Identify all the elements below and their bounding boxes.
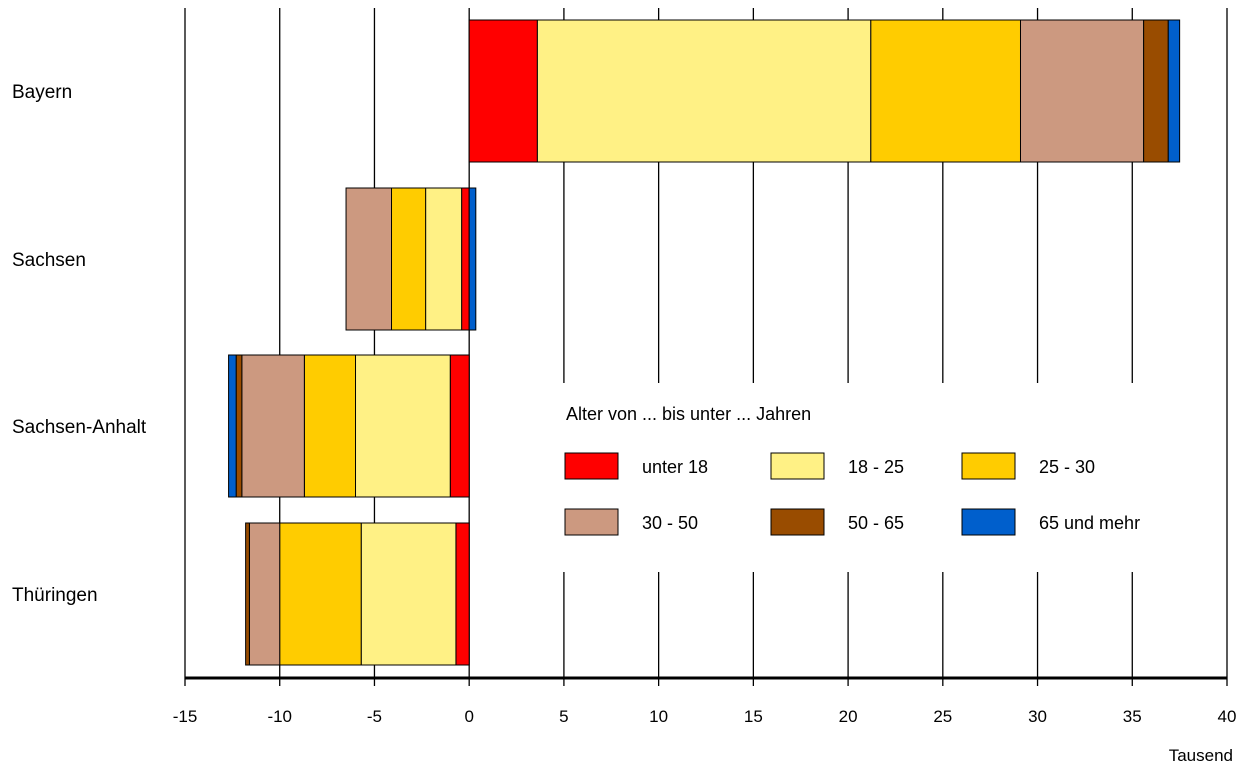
legend-label: 65 und mehr xyxy=(1039,513,1140,533)
x-tick-label: -5 xyxy=(367,707,382,726)
x-tick-label: 40 xyxy=(1218,707,1237,726)
x-tick-label: 30 xyxy=(1028,707,1047,726)
x-tick-label: 5 xyxy=(559,707,568,726)
bar-segment xyxy=(303,354,357,498)
bar-segment xyxy=(245,522,250,666)
bar-segment xyxy=(279,522,362,666)
category-label: Bayern xyxy=(12,82,72,103)
x-axis-unit-label: Tausend xyxy=(1169,746,1233,765)
bar-segment xyxy=(1143,19,1169,163)
category-label: Sachsen-Anhalt xyxy=(12,417,147,438)
x-axis: -15 -10 -5 0 5 10 15 20 25 30 35 40 xyxy=(173,676,1237,726)
x-tick-label: 20 xyxy=(839,707,858,726)
category-label: Thüringen xyxy=(12,585,98,606)
legend-swatch xyxy=(961,452,1016,480)
x-tick-label: 25 xyxy=(933,707,952,726)
category-label: Sachsen xyxy=(12,250,86,271)
legend-swatch xyxy=(770,452,825,480)
bar-segment xyxy=(391,187,427,331)
bar-segment xyxy=(1019,19,1145,163)
legend-label: unter 18 xyxy=(642,457,708,477)
category-labels: Bayern Sachsen Sachsen-Anhalt Thüringen xyxy=(12,82,147,606)
legend-background xyxy=(548,383,1226,572)
bar-segment xyxy=(345,187,393,331)
legend-swatch xyxy=(770,508,825,536)
legend-label: 25 - 30 xyxy=(1039,457,1095,477)
bar-segment xyxy=(228,354,237,498)
legend-label: 18 - 25 xyxy=(848,457,904,477)
x-tick-label: -10 xyxy=(267,707,292,726)
legend-title: Alter von ... bis unter ... Jahren xyxy=(566,404,811,424)
bar-segment xyxy=(468,19,538,163)
x-tick-label: 10 xyxy=(649,707,668,726)
x-tick-label: -15 xyxy=(173,707,198,726)
bar-segment xyxy=(449,354,470,498)
bar-segment xyxy=(870,19,1021,163)
bar-segment xyxy=(536,19,872,163)
legend-swatch xyxy=(564,452,619,480)
bar-segment xyxy=(1167,19,1181,163)
bar-segment xyxy=(241,354,305,498)
bar-segment xyxy=(468,187,477,331)
bar-segment xyxy=(425,187,463,331)
bar-segment xyxy=(235,354,243,498)
x-tick-label: 0 xyxy=(464,707,473,726)
bar-segment xyxy=(461,187,470,331)
bar-segment xyxy=(355,354,451,498)
bars xyxy=(228,19,1181,666)
bar-segment xyxy=(360,522,457,666)
x-tick-label: 15 xyxy=(744,707,763,726)
legend-label: 30 - 50 xyxy=(642,513,698,533)
legend-label: 50 - 65 xyxy=(848,513,904,533)
x-tick-label: 35 xyxy=(1123,707,1142,726)
legend: Alter von ... bis unter ... Jahren unter … xyxy=(548,383,1226,572)
legend-swatch xyxy=(961,508,1016,536)
bar-segment xyxy=(455,522,470,666)
legend-swatch xyxy=(564,508,619,536)
bar-segment xyxy=(248,522,281,666)
